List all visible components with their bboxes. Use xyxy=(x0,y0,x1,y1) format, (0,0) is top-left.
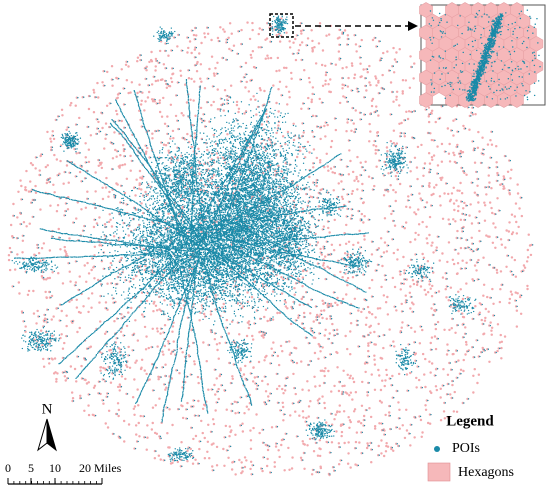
legend-poi-symbol xyxy=(434,446,440,452)
inset-hexagons xyxy=(419,2,544,108)
scale-label: 20 Miles xyxy=(79,461,122,475)
inset-map xyxy=(419,2,544,108)
arrow-left xyxy=(37,418,48,452)
north-label: N xyxy=(42,401,53,417)
legend-title: Legend xyxy=(446,413,494,429)
inset-pois xyxy=(428,9,541,102)
scale-label: 0 xyxy=(5,461,11,475)
legend-item: Hexagons xyxy=(458,465,514,480)
arrow-right xyxy=(46,418,57,452)
scale-bar: 0 5 10 20 Miles xyxy=(5,461,122,485)
poi-map xyxy=(7,14,534,477)
zoom-box xyxy=(269,13,294,38)
scale-label: 5 xyxy=(28,461,34,475)
arrow-head xyxy=(408,21,418,31)
north-arrow: N xyxy=(37,401,57,452)
scale-label: 10 xyxy=(49,461,61,475)
legend-item: POIs xyxy=(452,441,480,456)
poi-dots xyxy=(11,14,534,475)
legend-hex-symbol xyxy=(427,462,451,482)
